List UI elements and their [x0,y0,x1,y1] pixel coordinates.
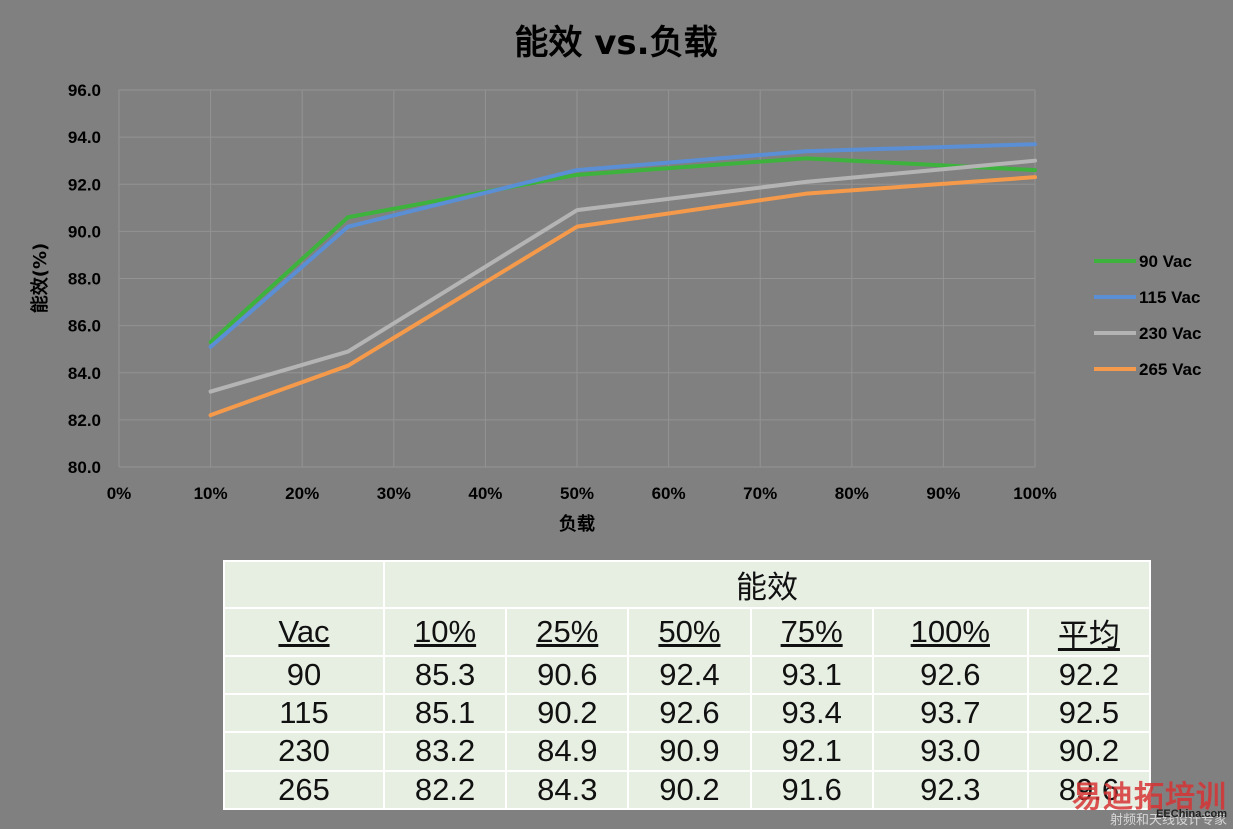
table-cell: 92.5 [1026,693,1152,734]
legend-label: 115 Vac [1139,288,1200,307]
table-cell: 92.1 [749,731,874,772]
table-cell: 90.2 [627,769,752,811]
y-tick-label: 90.0 [68,222,101,241]
y-tick-label: 94.0 [68,128,101,147]
y-tick-label: 84.0 [68,364,101,383]
watermark-tagline: 射频和天线设计专家 [1109,813,1227,828]
watermark: 易迪拓培训 射频和天线设计专家 [1072,780,1227,828]
chart-title: 能效 vs.负载 [514,23,717,63]
table-cell: 90.6 [505,654,630,696]
y-tick-label: 92.0 [68,175,101,194]
table-cell: 83.2 [382,731,508,772]
x-tick-label: 100% [1013,484,1056,503]
y-tick-labels: 80.0 82.0 84.0 86.0 88.0 90.0 92.0 94.0 96.0 [68,81,101,477]
table-cell: 92.3 [871,769,1029,811]
table-cell: 93.1 [749,654,874,696]
table-cell: 115 [223,693,385,734]
table-cell: 93.7 [871,693,1029,734]
x-tick-label: 80% [835,484,869,503]
table-header-cell: 50% [627,607,752,657]
series-line [208,158,1037,394]
table-cell: 89.6 [1026,769,1152,811]
table-cell: 84.3 [505,769,630,811]
table-cell: 84.9 [505,731,630,772]
x-tick-labels: 0% 10% 20% 30% 40% 50% 60% 70% 80% 90% 100% [107,484,1057,503]
y-tick-label: 86.0 [68,317,101,336]
x-axis-label: 负载 [559,513,595,535]
table-header-cell: 25% [505,607,630,657]
series-line [208,175,1037,418]
efficiency-chart: 能效 vs.负载 80.0 82.0 84.0 86.0 88.0 90.0 92.0 94.… [29,23,1201,535]
table-cell: 91.6 [749,769,874,811]
y-tick-label: 80.0 [68,458,101,477]
x-tick-label: 40% [468,484,502,503]
y-tick-label: 82.0 [68,411,101,430]
table-row: 90 85.3 90.6 92.4 93.1 92.6 92.2 [223,654,1152,696]
legend-label: 265 Vac [1139,360,1201,379]
table-cell: 230 [223,731,385,772]
x-tick-label: 10% [194,484,228,503]
table-cell: 92.6 [627,693,752,734]
y-tick-label: 96.0 [68,81,101,100]
table-header-cell: 75% [749,607,874,657]
table-row: 115 85.1 90.2 92.6 93.4 93.7 92.5 [223,693,1152,734]
table-cell: 90.2 [1026,731,1152,772]
legend-label: 90 Vac [1139,252,1192,271]
table-cell: 90.9 [627,731,752,772]
watermark-site: EEChina.com [1156,808,1227,820]
table-header-row: Vac 10% 25% 50% 75% 100% 平均 [223,607,1152,657]
table-cell: 265 [223,769,385,811]
legend-label: 230 Vac [1139,324,1201,343]
gridlines [118,89,1036,468]
x-tick-label: 70% [743,484,777,503]
table-row: 265 82.2 84.3 90.2 91.6 92.3 89.6 [223,769,1152,811]
table-cell: 82.2 [382,769,508,811]
efficiency-table: 能效 Vac 10% 25% 50% 75% 100% 平均 90 85.3 9… [223,559,1152,811]
table-cell: 93.4 [749,693,874,734]
table-cell: 90.2 [505,693,630,734]
x-tick-label: 60% [652,484,686,503]
watermark-brand: 易迪拓培训 [1072,780,1227,815]
table-cell: 92.6 [871,654,1029,696]
y-axis-label: 能效(%) [29,243,51,314]
table-cell: 90 [223,654,385,696]
table-header-cell: Vac [223,607,385,657]
series-line [208,142,1037,349]
series-lines [208,142,1037,418]
table-header-cell: 平均 [1026,607,1152,657]
table-cell: 92.4 [627,654,752,696]
legend: 90 Vac 115 Vac 230 Vac 265 Vac [1094,252,1201,379]
table-row: 230 83.2 84.9 90.9 92.1 93.0 90.2 [223,731,1152,772]
y-tick-label: 88.0 [68,270,101,289]
table-corner-cell [223,559,385,610]
table-header-cell: 10% [382,607,508,657]
x-tick-label: 0% [107,484,132,503]
table-group-header: 能效 [383,559,1151,610]
table-cell: 85.3 [382,654,508,696]
x-tick-label: 50% [560,484,594,503]
table-cell: 92.2 [1026,654,1152,696]
x-tick-label: 30% [377,484,411,503]
table-cell: 93.0 [871,731,1029,772]
table-group-header-row: 能效 [223,559,1151,610]
table-cell: 85.1 [382,693,508,734]
x-tick-label: 90% [926,484,960,503]
x-tick-label: 20% [285,484,319,503]
table-header-cell: 100% [871,607,1029,657]
